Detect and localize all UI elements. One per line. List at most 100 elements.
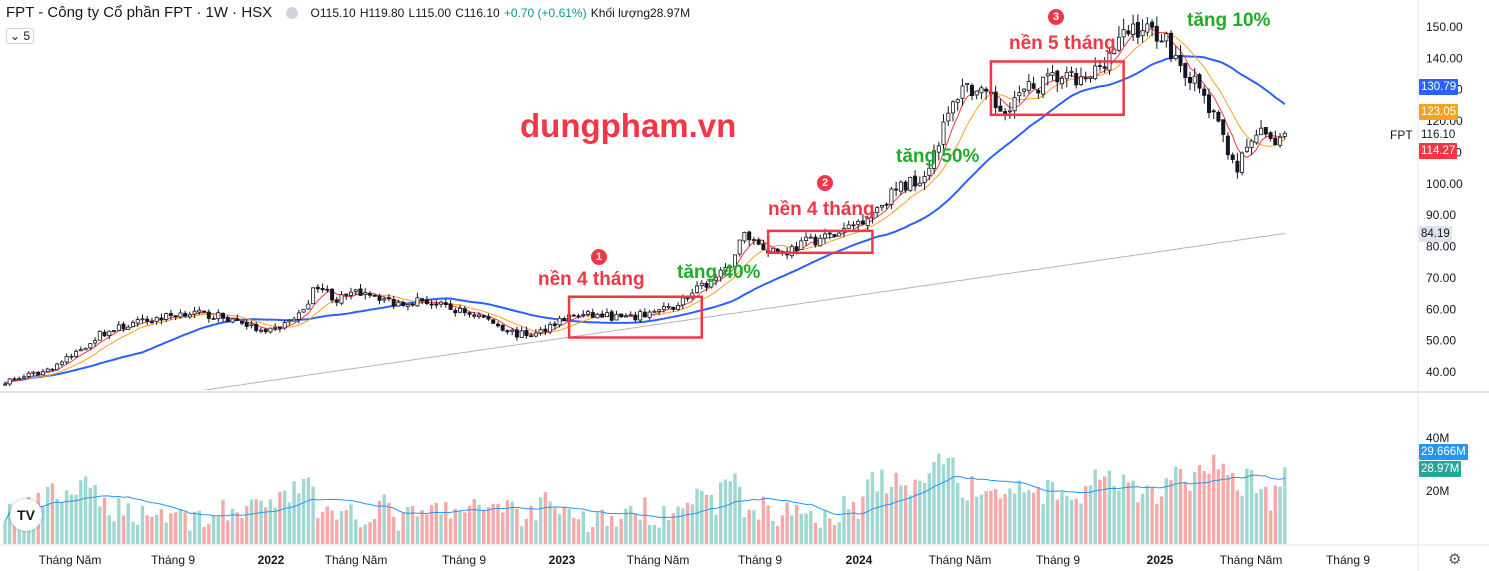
candle-body [510,329,515,332]
volume-bar [941,464,946,544]
volume-bar [60,502,64,544]
candle-body [178,312,183,318]
candle-body [154,317,159,322]
candle-body [1254,134,1259,144]
candle-body [742,231,747,242]
volume-bar [368,522,372,544]
volume-bar [837,522,841,544]
candle-body [1183,63,1188,79]
volume-bar [145,515,149,544]
consolidation-box-1 [567,295,704,339]
candle-body [1211,110,1216,113]
volume-bar [899,485,903,544]
volume-bar [690,504,694,544]
candle-body [533,332,538,337]
candle-body [704,282,709,288]
volume-bar [747,509,751,544]
candle-body [330,288,335,301]
candle-body [363,292,368,296]
candle-body [121,323,126,330]
ma-orange-line [4,31,1286,385]
candle-body [358,288,363,296]
candle-body [699,282,704,286]
volume-bar [1155,504,1159,544]
candle-body [1012,97,1017,112]
candle-body [1097,65,1102,67]
symbol-title[interactable]: FPT - Công ty Cổ phần FPT · 1W · HSX [6,4,273,21]
candle-body [476,314,481,317]
volume-bar [278,492,282,544]
candle-body [311,287,316,305]
volume-bar [643,497,647,544]
candle-body [1126,30,1131,35]
volume-bar [543,491,548,544]
candle-body [263,328,268,333]
time-tick-label: 2025 [1147,553,1174,567]
period-selector[interactable]: ⌄ 5 [6,28,35,44]
candle-body [628,314,633,317]
volume-bar [136,524,140,544]
volume-bar [410,506,415,544]
candle-body [273,326,278,329]
candle-body [396,301,401,307]
volume-bar [809,510,813,544]
volume-bar [927,473,931,544]
candle-body [676,304,681,310]
volume-bar [572,518,576,544]
candle-body [960,85,965,99]
volume-bar [861,496,865,544]
market-status-dot [286,7,299,20]
volume-bar [306,477,311,544]
volume-bar [1202,471,1206,544]
volume-bar [1079,503,1083,544]
volume-bar [268,499,273,544]
candle-body [1188,77,1193,84]
candle-body [879,204,884,208]
candle-body [206,311,211,319]
volume-bar [903,485,908,544]
candle-body [889,188,894,205]
price-tick-label: 50.00 [1426,334,1456,348]
candle-body [1079,76,1084,86]
volume-bar [842,495,846,544]
candle-body [1131,23,1136,35]
candle-body [586,311,591,315]
candle-body [614,313,619,321]
price-tick-label: 140.00 [1426,51,1463,65]
candle-body [216,312,221,320]
candle-body [102,331,107,337]
volume-bar [1103,476,1107,544]
candle-body [258,329,263,332]
candle-body [875,207,880,214]
candle-body [600,313,605,318]
annotation-gain-3: tăng 10% [1187,10,1271,31]
volume-bar [804,513,808,544]
volume-bar [221,500,225,544]
ohlc-low: L115.00 [408,6,452,21]
volume-bar [657,527,661,544]
candle-body [187,314,192,318]
candle-body [500,324,505,331]
candle-body [301,308,306,313]
candle-body [306,303,311,310]
volume-bar [771,521,775,544]
candle-body [1230,154,1235,160]
candle-body [220,312,225,319]
volume-bar [74,494,78,544]
candle-body [21,376,26,379]
volume-bar [709,494,713,544]
tradingview-logo[interactable]: TV [10,499,42,531]
annotation-base-3: nền 5 tháng [1009,33,1116,54]
volume-bar [666,520,671,544]
settings-gear-icon[interactable]: ⚙ [1448,551,1462,568]
candle-body [747,231,752,241]
candle-body [695,285,700,293]
volume-bar [823,510,827,544]
candle-body [514,329,519,338]
volume-bar [197,510,201,544]
volume-bar [671,513,675,544]
candle-body [870,211,875,219]
volume-bar [586,532,590,544]
candle-body [571,314,576,317]
